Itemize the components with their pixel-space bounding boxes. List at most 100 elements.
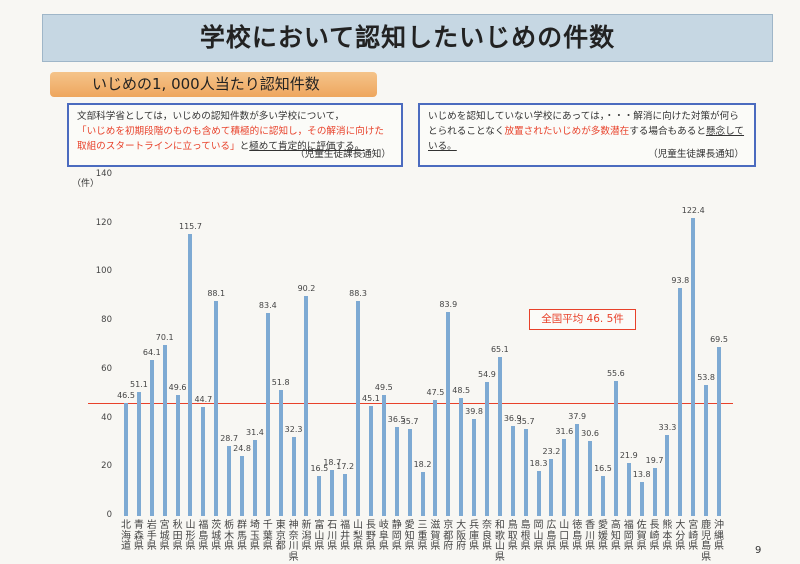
- bar: [549, 459, 554, 516]
- data-label: 18.2: [413, 459, 432, 469]
- data-label: 16.5: [310, 463, 329, 473]
- x-category-label: 徳島県: [572, 520, 583, 552]
- data-label: 39.8: [465, 407, 483, 417]
- x-category-label: 富山県: [314, 520, 325, 552]
- data-label: 23.2: [542, 447, 561, 457]
- bar: [394, 427, 399, 516]
- data-label: 51.8: [271, 377, 290, 387]
- data-label: 16.5: [594, 463, 612, 473]
- bar: [717, 346, 721, 516]
- bar: [317, 475, 322, 516]
- bar: [175, 395, 180, 516]
- y-tick-label: 140: [95, 169, 112, 179]
- x-category-label: 山口県: [559, 520, 570, 552]
- bar: [588, 441, 593, 516]
- x-category-label: 愛媛県: [597, 520, 608, 552]
- data-label: 44.7: [194, 395, 213, 405]
- x-category-label: 新潟県: [301, 520, 312, 552]
- x-category-label: 島根県: [520, 520, 531, 552]
- data-label: 36.5: [387, 415, 406, 425]
- data-label: 47.5: [426, 388, 445, 398]
- y-tick-label: 20: [101, 461, 112, 472]
- x-category-label: 鹿児島県: [701, 520, 712, 563]
- bar: [652, 468, 657, 516]
- data-label: 70.1: [155, 333, 174, 343]
- x-category-label: 宮城県: [159, 520, 170, 552]
- y-tick-label: 80: [101, 315, 112, 326]
- x-category-label: 神奈川県: [288, 520, 299, 563]
- data-label: 18.3: [529, 459, 548, 469]
- bar: [678, 287, 683, 516]
- bar: [304, 296, 309, 516]
- y-tick-label: 100: [95, 266, 112, 277]
- bar: [536, 471, 541, 516]
- bar: [407, 429, 412, 516]
- data-label: 88.1: [207, 289, 226, 299]
- x-category-label: 京都府: [443, 520, 454, 552]
- bar: [162, 345, 167, 516]
- data-label: 115.7: [179, 222, 202, 232]
- x-category-label: 秋田県: [172, 520, 183, 552]
- data-label: 18.7: [323, 458, 342, 468]
- x-category-label: 佐賀県: [636, 520, 647, 552]
- data-label: 19.7: [645, 456, 664, 466]
- x-category-label: 大分県: [675, 520, 686, 552]
- bar: [252, 439, 257, 516]
- data-label: 48.5: [452, 385, 471, 395]
- data-label: 35.7: [400, 417, 419, 427]
- x-category-label: 長野県: [365, 520, 376, 552]
- data-label: 31.6: [555, 427, 574, 437]
- data-label: 122.4: [681, 205, 705, 215]
- x-category-label: 山形県: [185, 520, 196, 552]
- x-category-label: 群馬県: [237, 520, 248, 552]
- x-category-label: 静岡県: [391, 520, 402, 552]
- data-label: 49.5: [374, 383, 393, 393]
- y-tick-label: 40: [101, 412, 112, 423]
- x-category-label: 広島県: [546, 520, 557, 552]
- note-highlight: 「いじめを初期段階のものも含めて積極的に認知し，その解消に向けた取組のスタートラ…: [77, 126, 384, 152]
- note-text: いじめを認知していない学校にあっては，・・・解消に向けた対策が何らとられることな…: [428, 111, 739, 137]
- x-category-label: 香川県: [585, 520, 596, 552]
- x-category-label: 奈良県: [481, 520, 492, 552]
- data-label: 83.9: [439, 299, 458, 309]
- x-category-label: 岐阜県: [378, 520, 389, 552]
- average-line: [88, 402, 733, 404]
- bar: [691, 217, 696, 516]
- bar: [704, 384, 709, 516]
- x-category-label: 山梨県: [353, 520, 364, 552]
- x-category-label: 三重県: [417, 520, 428, 552]
- data-label: 31.4: [246, 427, 264, 437]
- bar: [562, 439, 567, 516]
- note-box-right: いじめを認知していない学校にあっては，・・・解消に向けた対策が何らとられることな…: [418, 103, 756, 167]
- x-category-label: 高知県: [610, 520, 621, 552]
- data-label: 83.4: [258, 300, 277, 310]
- section-subtitle: いじめの1, 000人当たり認知件数: [50, 72, 377, 97]
- x-category-label: 石川県: [327, 520, 338, 552]
- bar: [420, 471, 425, 516]
- x-category-label: 岩手県: [146, 520, 157, 552]
- note-text: 文部科学省としては，いじめの認知件数が多い学校について，: [77, 111, 345, 122]
- bar: [459, 397, 464, 516]
- data-label: 93.8: [671, 275, 690, 285]
- data-label: 33.3: [658, 422, 677, 432]
- bar: [291, 437, 296, 516]
- bar: [523, 429, 528, 516]
- data-label: 55.6: [606, 368, 625, 378]
- average-label: 全国平均 46. 5件: [529, 309, 636, 330]
- x-category-label: 福島県: [198, 520, 209, 552]
- x-category-label: 和歌山県: [494, 520, 505, 563]
- bar: [381, 395, 386, 516]
- x-category-label: 福岡県: [623, 520, 634, 552]
- bar: [343, 474, 348, 516]
- x-category-label: 青森県: [133, 520, 144, 552]
- bar: [265, 312, 270, 516]
- y-tick-label: 120: [95, 217, 112, 228]
- data-label: 36.9: [503, 414, 522, 424]
- data-label: 49.6: [168, 383, 187, 393]
- note-underlined: 極めて肯定的に評価する。: [249, 141, 365, 152]
- note-box-left: 文部科学省としては，いじめの認知件数が多い学校について， 「いじめを初期段階のも…: [67, 103, 403, 167]
- bar: [626, 462, 631, 516]
- data-label: 24.8: [233, 443, 251, 453]
- bar: [201, 407, 206, 516]
